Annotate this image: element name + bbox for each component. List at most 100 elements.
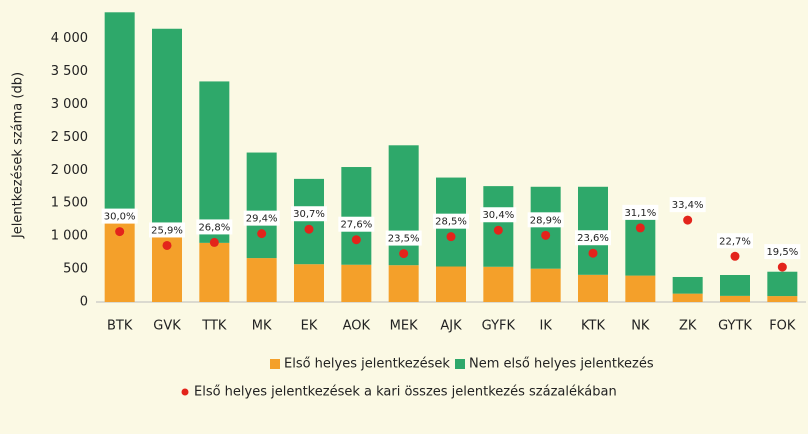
bar-segment [294, 178, 324, 265]
x-tick-label: BTK [107, 319, 133, 334]
value-label-box [764, 244, 801, 260]
y-tick-label: 2 500 [51, 130, 88, 145]
percent-dot [730, 251, 740, 261]
percent-dot [399, 249, 409, 259]
percent-dot [683, 215, 693, 225]
y-tick-label: 3 000 [51, 97, 88, 112]
y-tick-label: 0 [80, 295, 88, 310]
bar-segment [388, 145, 419, 266]
value-label: 30,0% [104, 212, 136, 223]
legend-label: Első helyes jelentkezések a kari összes … [194, 385, 617, 400]
bar-segment [246, 258, 277, 302]
percent-dot [493, 225, 503, 235]
x-tick-label: ZK [679, 319, 697, 334]
bar-segment [199, 242, 230, 302]
bar-segment [104, 12, 135, 216]
x-tick-label: TTK [201, 319, 227, 334]
percent-dot [351, 235, 361, 245]
percent-dot [588, 248, 598, 258]
value-label-box [717, 233, 753, 249]
legend-swatch [455, 359, 465, 369]
percent-dot [162, 240, 172, 250]
x-tick-label: MK [252, 319, 272, 334]
value-label: 27,6% [340, 220, 372, 231]
x-tick-label: AOK [343, 319, 371, 334]
bar-segment [672, 293, 703, 302]
bar-segment [767, 271, 798, 297]
percent-dot [304, 224, 314, 234]
bar-segment [720, 295, 750, 302]
percent-dot [777, 262, 787, 272]
bar-segment [578, 274, 608, 302]
y-tick-label: 4 000 [51, 31, 88, 46]
value-label: 19,5% [766, 247, 798, 258]
x-tick-label: GVK [153, 319, 181, 334]
bar-segment [341, 264, 372, 302]
value-label-box [291, 206, 327, 222]
value-label: 25,9% [151, 225, 183, 236]
x-tick-label: MEK [390, 319, 418, 334]
bar-segment [530, 186, 561, 269]
x-tick-label: FOK [769, 319, 796, 334]
bar-segment [530, 268, 561, 302]
value-label-box [385, 230, 422, 246]
value-label-box [669, 197, 706, 213]
bar-segment [767, 296, 798, 302]
x-tick-label: IK [539, 319, 552, 334]
value-label: 23,5% [388, 234, 420, 245]
value-label-box [527, 212, 564, 228]
bar-segment [720, 275, 750, 296]
value-label-box [480, 207, 517, 223]
bar-segment [388, 265, 419, 302]
bar-segment [672, 276, 703, 294]
value-label: 30,7% [293, 209, 325, 220]
percent-dot [115, 227, 125, 237]
value-label: 23,6% [577, 233, 609, 244]
percent-dot [541, 230, 551, 240]
y-tick-label: 3 500 [51, 64, 88, 79]
y-axis-title: Jelentkezések száma (db) [11, 72, 26, 239]
value-label: 30,4% [482, 210, 514, 221]
value-label-box [433, 213, 469, 229]
bar-segment [294, 264, 324, 302]
percent-dot [209, 237, 219, 247]
value-label-box [622, 204, 659, 220]
value-label: 29,4% [246, 214, 278, 225]
value-label-box [243, 210, 280, 226]
x-tick-label: GYFK [482, 319, 516, 334]
percent-dot [257, 229, 267, 239]
percent-dot [446, 232, 456, 242]
value-label: 26,8% [198, 222, 230, 233]
legend-label: Első helyes jelentkezések [284, 357, 450, 372]
y-tick-label: 1 000 [51, 229, 88, 244]
y-tick-label: 1 500 [51, 196, 88, 211]
y-tick-label: 500 [63, 262, 88, 277]
legend-swatch [270, 359, 280, 369]
value-label: 28,9% [530, 215, 562, 226]
bar-segment [341, 167, 372, 265]
value-label: 28,5% [435, 217, 467, 228]
value-label: 22,7% [719, 236, 751, 247]
percent-dot [635, 223, 645, 233]
x-tick-label: EK [301, 319, 318, 334]
value-label-box [338, 216, 375, 232]
x-tick-label: GYTK [718, 319, 752, 334]
y-tick-label: 2 000 [51, 163, 88, 178]
value-label-box [196, 219, 233, 235]
bar-segment [199, 81, 230, 243]
value-label: 31,1% [624, 208, 656, 219]
value-label: 33,4% [672, 200, 704, 211]
bar-segment [483, 266, 514, 302]
bar-segment [625, 275, 656, 302]
value-label-box [149, 222, 185, 238]
x-tick-label: KTK [581, 319, 605, 334]
value-label-box [101, 208, 138, 224]
bar-segment [436, 266, 466, 302]
legend-swatch [181, 388, 189, 396]
value-label-box [575, 230, 611, 246]
legend-label: Nem első helyes jelentkezés [469, 357, 654, 372]
bar-segment [246, 152, 277, 259]
bar-segment [152, 28, 182, 232]
